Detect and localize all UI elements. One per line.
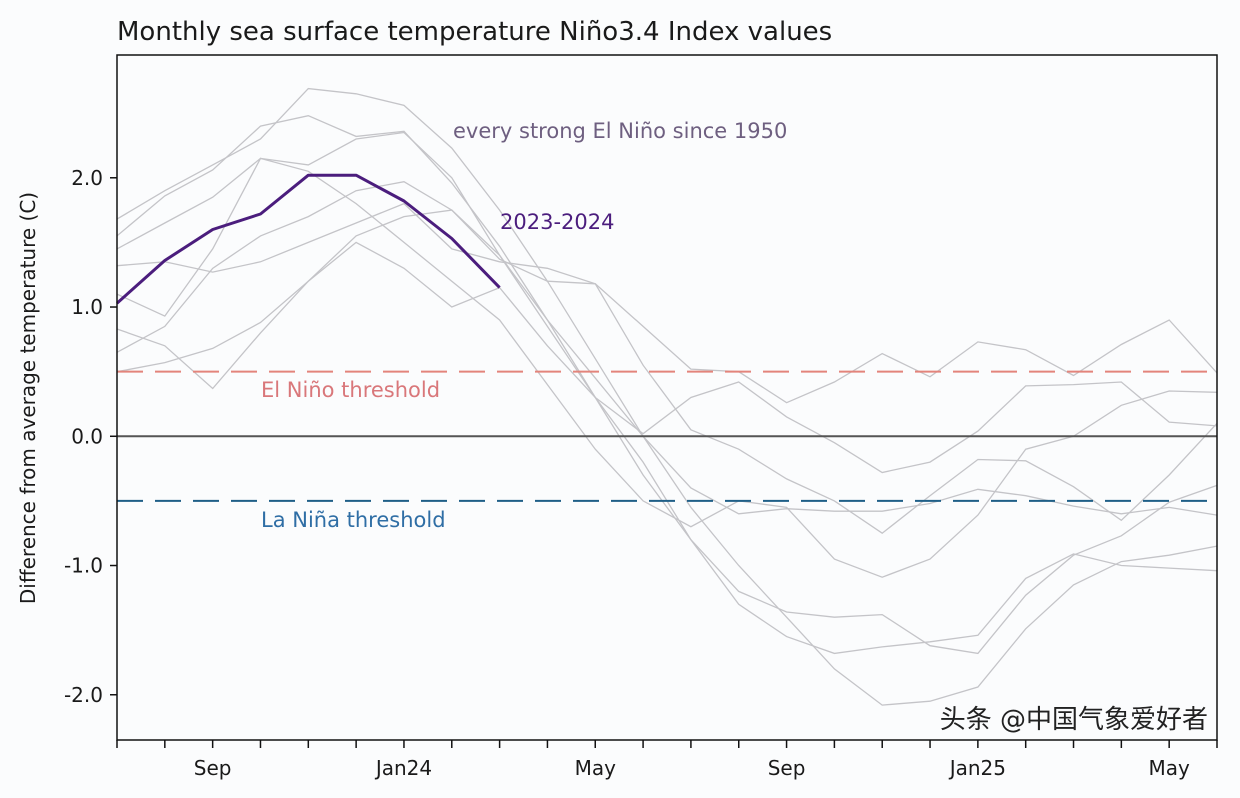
historical-series-line-8 — [116, 157, 1218, 578]
current-series-label: 2023-2024 — [500, 210, 614, 234]
y-axis-label: Difference from average temperature (C) — [16, 192, 40, 604]
historical-series-line-6 — [116, 202, 1218, 535]
x-tick-label: Jan24 — [374, 756, 432, 780]
plot-frame — [116, 54, 1218, 741]
plot-area: 2.0 1.0 0.0 -1.0 -2.0 Sep Jan24 May Sep Jan25 May — [64, 54, 1218, 780]
historical-series-line-7 — [116, 241, 1218, 474]
x-tick-label: Sep — [768, 756, 806, 780]
y-tick-label: 0.0 — [71, 424, 103, 448]
la-nina-threshold-label: La Niña threshold — [261, 508, 446, 532]
y-tick-label: -1.0 — [64, 554, 103, 578]
x-tick-label: Jan25 — [948, 756, 1006, 780]
watermark: 头条 @中国气象爱好者 — [940, 705, 1208, 735]
historical-series-line-1 — [116, 87, 1218, 706]
historical-series-line-2 — [116, 115, 1218, 655]
y-tick-label: -2.0 — [64, 683, 103, 707]
chart-title: Monthly sea surface temperature Niño3.4 … — [117, 17, 832, 47]
y-tick-label: 1.0 — [71, 295, 103, 319]
historical-series-line-3 — [116, 131, 1218, 516]
x-tick-label: Sep — [194, 756, 232, 780]
historical-series-line-4 — [116, 181, 1218, 404]
x-tick-label: May — [575, 756, 617, 780]
current-series-line — [116, 173, 501, 305]
historical-series-label: every strong El Niño since 1950 — [453, 119, 787, 143]
historical-series-line-5 — [116, 209, 1218, 655]
el-nino-threshold-label: El Niño threshold — [261, 378, 440, 402]
x-tick-label: May — [1148, 756, 1190, 780]
y-tick-label: 2.0 — [71, 166, 103, 190]
